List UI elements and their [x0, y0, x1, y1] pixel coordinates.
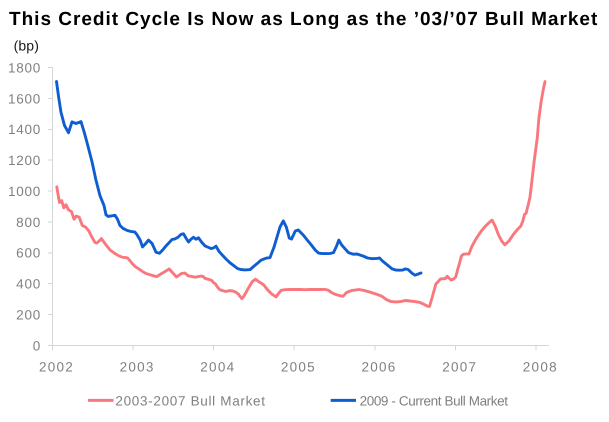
svg-text:600: 600 [16, 246, 40, 261]
svg-text:This Credit Cycle Is Now as Lo: This Credit Cycle Is Now as Long as the … [9, 9, 598, 30]
svg-text:2004: 2004 [200, 359, 234, 374]
svg-text:1200: 1200 [8, 153, 40, 168]
svg-text:2008: 2008 [523, 359, 557, 374]
svg-text:1800: 1800 [8, 61, 40, 76]
svg-text:2007: 2007 [442, 359, 476, 374]
svg-text:(bp): (bp) [14, 38, 39, 54]
svg-text:1000: 1000 [8, 184, 40, 199]
svg-text:2003-2007 Bull Market: 2003-2007 Bull Market [115, 394, 265, 409]
svg-text:800: 800 [16, 215, 40, 230]
svg-text:200: 200 [16, 307, 40, 322]
svg-text:2009 - Current Bull Market: 2009 - Current Bull Market [360, 394, 509, 409]
svg-text:1400: 1400 [8, 122, 40, 137]
svg-text:2005: 2005 [281, 359, 315, 374]
svg-text:2006: 2006 [362, 359, 396, 374]
svg-text:400: 400 [16, 277, 40, 292]
svg-text:2002: 2002 [39, 359, 73, 374]
svg-text:1600: 1600 [8, 91, 40, 106]
svg-text:2003: 2003 [120, 359, 154, 374]
svg-text:0: 0 [33, 338, 41, 353]
